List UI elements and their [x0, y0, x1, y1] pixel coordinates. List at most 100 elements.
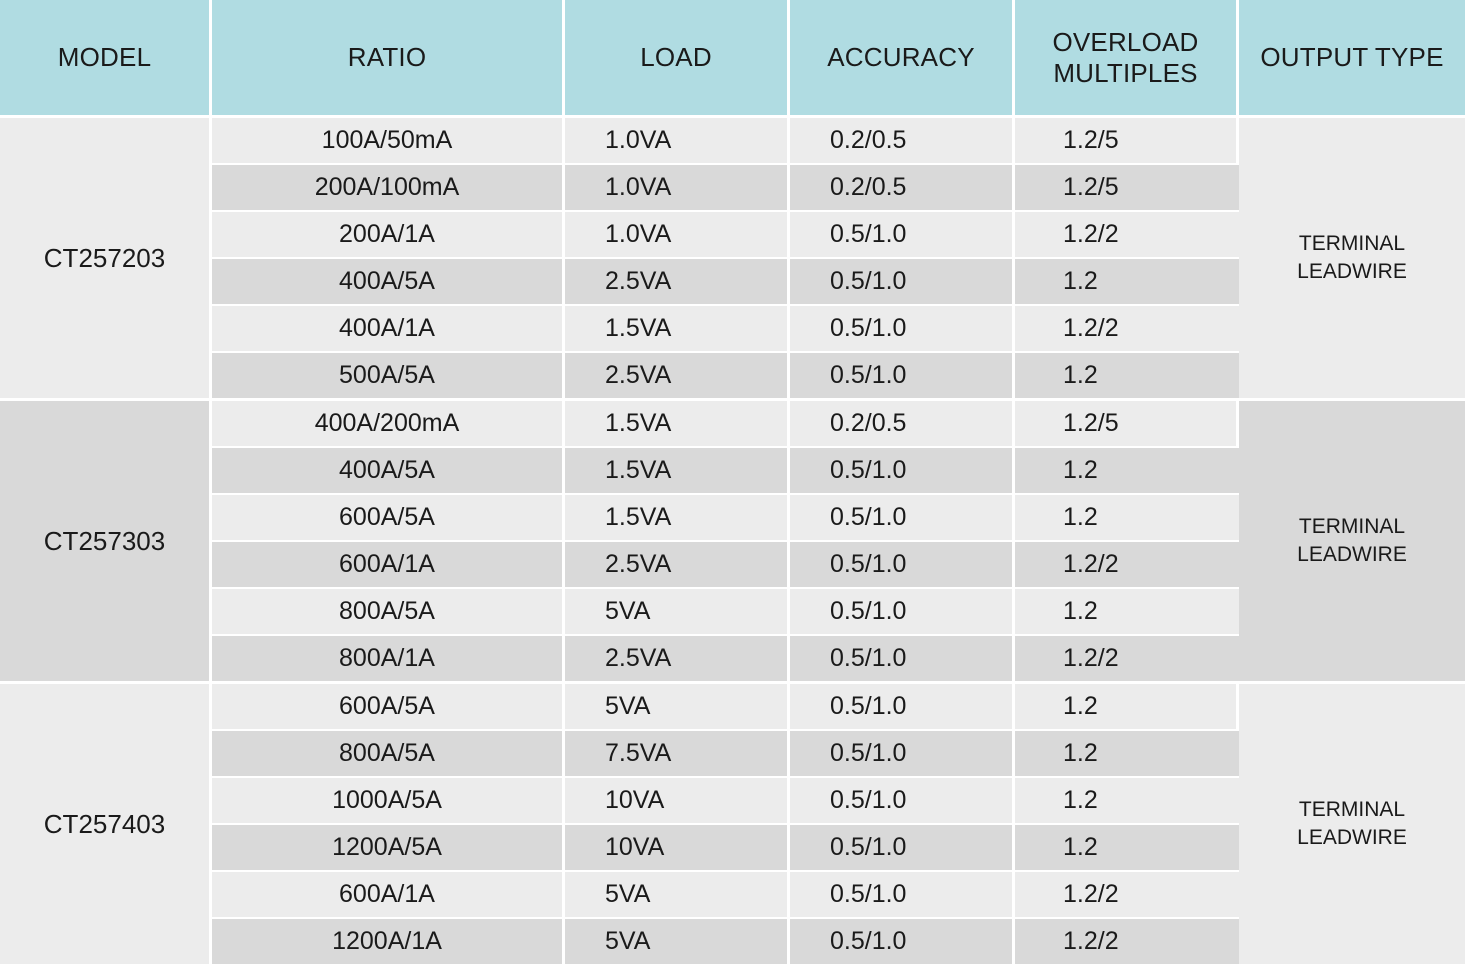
output-type-cell: TERMINAL LEADWIRE	[1239, 684, 1465, 967]
load-cell: 5VA	[565, 872, 790, 919]
accuracy-cell: 0.2/0.5	[790, 165, 1015, 212]
accuracy-cell: 0.5/1.0	[790, 495, 1015, 542]
accuracy-cell: 0.5/1.0	[790, 542, 1015, 589]
accuracy-cell: 0.5/1.0	[790, 259, 1015, 306]
load-cell: 5VA	[565, 919, 790, 967]
overload-header-line1: OVERLOAD	[1052, 26, 1199, 57]
model-cell: CT257403	[0, 684, 212, 967]
accuracy-cell: 0.5/1.0	[790, 872, 1015, 919]
table-row: 800A/5A 7.5VA 0.5/1.0 1.2	[0, 731, 1465, 778]
ratio-cell: 400A/5A	[212, 259, 565, 306]
accuracy-cell: 0.5/1.0	[790, 825, 1015, 872]
ratio-cell: 600A/1A	[212, 872, 565, 919]
table-row: 800A/5A 5VA 0.5/1.0 1.2	[0, 589, 1465, 636]
overload-cell: 1.2	[1015, 825, 1239, 872]
overload-cell: 1.2/2	[1015, 306, 1239, 353]
model-cell: CT257203	[0, 118, 212, 401]
accuracy-cell: 0.5/1.0	[790, 589, 1015, 636]
overload-cell: 1.2	[1015, 259, 1239, 306]
overload-cell: 1.2/5	[1015, 401, 1239, 448]
column-header-model: MODEL	[0, 0, 212, 118]
accuracy-cell: 0.5/1.0	[790, 353, 1015, 401]
load-cell: 2.5VA	[565, 636, 790, 684]
overload-cell: 1.2/2	[1015, 212, 1239, 259]
output-type-line1: TERMINAL	[1298, 232, 1406, 256]
ratio-cell: 1000A/5A	[212, 778, 565, 825]
accuracy-cell: 0.5/1.0	[790, 636, 1015, 684]
output-type-cell: TERMINAL LEADWIRE	[1239, 118, 1465, 401]
output-type-line2: LEADWIRE	[1297, 826, 1407, 849]
overload-cell: 1.2	[1015, 448, 1239, 495]
table-body: CT257203 100A/50mA 1.0VA 0.2/0.5 1.2/5 TERMIN…	[0, 118, 1465, 967]
ratio-cell: 800A/1A	[212, 636, 565, 684]
ratio-cell: 400A/1A	[212, 306, 565, 353]
load-cell: 10VA	[565, 778, 790, 825]
load-cell: 10VA	[565, 825, 790, 872]
overload-header-line2: MULTIPLES	[1053, 57, 1198, 88]
column-header-accuracy: ACCURACY	[790, 0, 1015, 118]
ratio-cell: 400A/200mA	[212, 401, 565, 448]
column-header-ratio: RATIO	[212, 0, 565, 118]
load-cell: 1.0VA	[565, 118, 790, 165]
output-type-line2: LEADWIRE	[1297, 543, 1407, 566]
ratio-cell: 200A/1A	[212, 212, 565, 259]
accuracy-cell: 0.5/1.0	[790, 212, 1015, 259]
header-row: MODEL RATIO LOAD ACCURACY OVERLOAD MULTI…	[0, 0, 1465, 118]
load-cell: 7.5VA	[565, 731, 790, 778]
load-cell: 1.5VA	[565, 401, 790, 448]
ratio-cell: 1200A/5A	[212, 825, 565, 872]
table-row: 400A/5A 2.5VA 0.5/1.0 1.2	[0, 259, 1465, 306]
overload-cell: 1.2	[1015, 589, 1239, 636]
load-cell: 1.5VA	[565, 495, 790, 542]
table-row: 200A/1A 1.0VA 0.5/1.0 1.2/2	[0, 212, 1465, 259]
output-type-line1: TERMINAL	[1298, 515, 1406, 539]
ratio-cell: 800A/5A	[212, 589, 565, 636]
accuracy-cell: 0.5/1.0	[790, 448, 1015, 495]
ratio-cell: 100A/50mA	[212, 118, 565, 165]
load-cell: 5VA	[565, 589, 790, 636]
load-cell: 1.0VA	[565, 212, 790, 259]
load-cell: 5VA	[565, 684, 790, 731]
overload-cell: 1.2/5	[1015, 165, 1239, 212]
table-row: CT257403 600A/5A 5VA 0.5/1.0 1.2 TERMINAL LEAD…	[0, 684, 1465, 967]
accuracy-cell: 0.5/1.0	[790, 306, 1015, 353]
table-row: 1000A/5A 10VA 0.5/1.0 1.2	[0, 778, 1465, 825]
overload-cell: 1.2	[1015, 353, 1239, 401]
table-row: 400A/5A 1.5VA 0.5/1.0 1.2	[0, 448, 1465, 495]
ratio-cell: 800A/5A	[212, 731, 565, 778]
table-row: 200A/100mA 1.0VA 0.2/0.5 1.2/5	[0, 165, 1465, 212]
overload-cell: 1.2	[1015, 495, 1239, 542]
accuracy-cell: 0.5/1.0	[790, 684, 1015, 731]
ratio-cell: 200A/100mA	[212, 165, 565, 212]
column-header-overload-multiples: OVERLOAD MULTIPLES	[1015, 0, 1239, 118]
ratio-cell: 400A/5A	[212, 448, 565, 495]
ratio-cell: 500A/5A	[212, 353, 565, 401]
overload-cell: 1.2	[1015, 731, 1239, 778]
table-row: CT257203 100A/50mA 1.0VA 0.2/0.5 1.2/5 TERMIN…	[0, 118, 1465, 401]
output-type-line2: LEADWIRE	[1297, 260, 1407, 283]
overload-cell: 1.2	[1015, 778, 1239, 825]
load-cell: 2.5VA	[565, 353, 790, 401]
accuracy-cell: 0.2/0.5	[790, 401, 1015, 448]
output-type-cell: TERMINAL LEADWIRE	[1239, 401, 1465, 684]
load-cell: 2.5VA	[565, 259, 790, 306]
overload-cell: 1.2/2	[1015, 919, 1239, 967]
ratio-cell: 1200A/1A	[212, 919, 565, 967]
ratio-cell: 600A/5A	[212, 495, 565, 542]
table-row: 800A/1A 2.5VA 0.5/1.0 1.2/2	[0, 636, 1465, 684]
load-cell: 1.5VA	[565, 448, 790, 495]
accuracy-cell: 0.5/1.0	[790, 778, 1015, 825]
column-header-output-type: OUTPUT TYPE	[1239, 0, 1465, 118]
load-cell: 2.5VA	[565, 542, 790, 589]
table-row: 500A/5A 2.5VA 0.5/1.0 1.2	[0, 353, 1465, 401]
model-cell: CT257303	[0, 401, 212, 684]
accuracy-cell: 0.2/0.5	[790, 118, 1015, 165]
table-row: 600A/1A 5VA 0.5/1.0 1.2/2	[0, 872, 1465, 919]
load-cell: 1.5VA	[565, 306, 790, 353]
table-row: 600A/5A 1.5VA 0.5/1.0 1.2	[0, 495, 1465, 542]
accuracy-cell: 0.5/1.0	[790, 919, 1015, 967]
output-type-line1: TERMINAL	[1298, 798, 1406, 822]
overload-cell: 1.2/2	[1015, 542, 1239, 589]
ratio-cell: 600A/1A	[212, 542, 565, 589]
